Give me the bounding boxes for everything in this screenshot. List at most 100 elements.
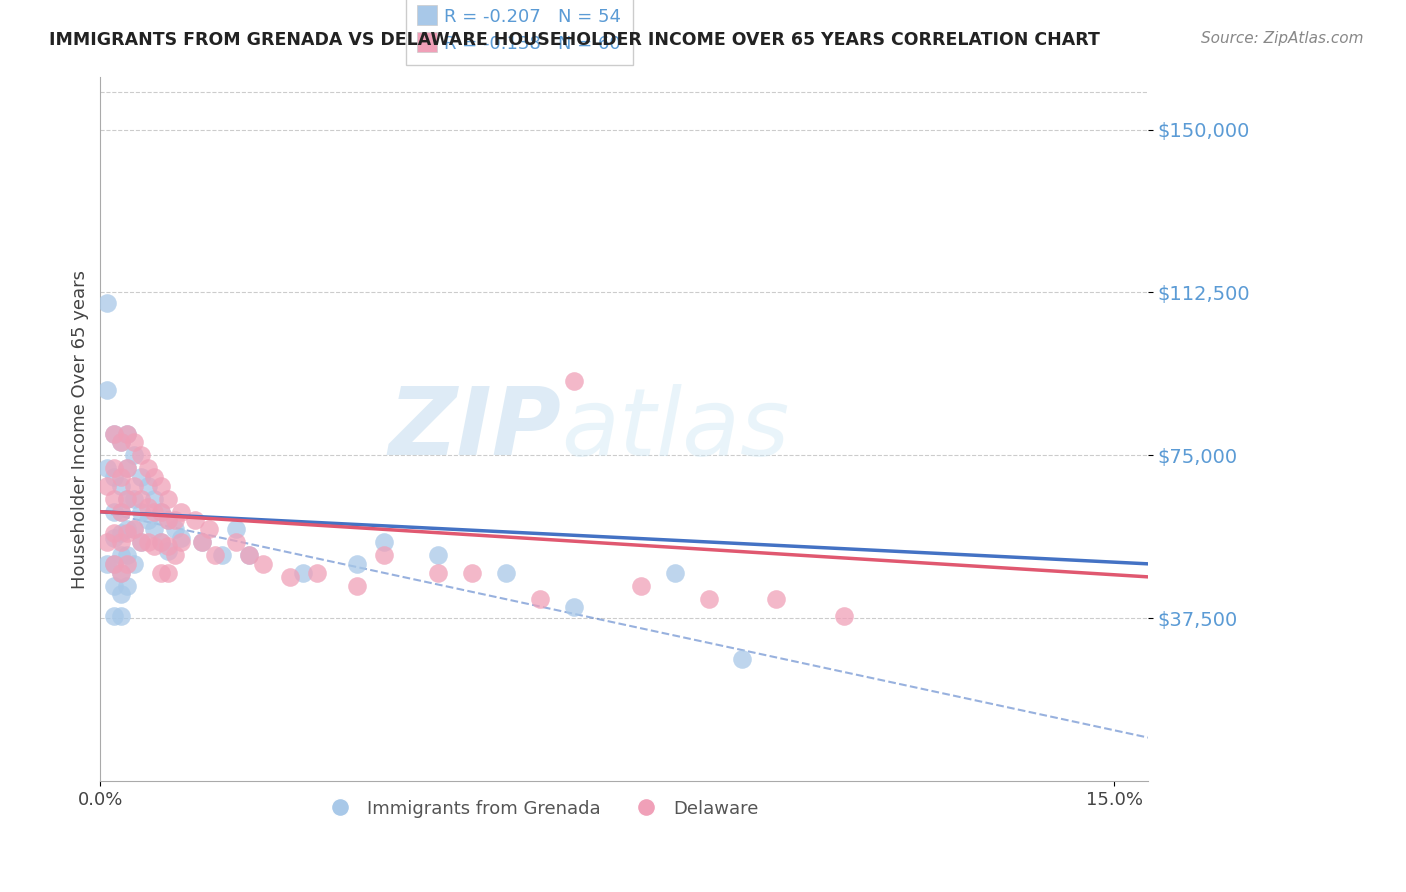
Point <box>150 535 173 549</box>
Point <box>110 587 132 601</box>
Point <box>110 526 132 541</box>
Point <box>96 461 118 475</box>
Point <box>96 535 118 549</box>
Point <box>110 548 132 562</box>
Point <box>122 491 145 506</box>
Point <box>136 478 159 492</box>
Point <box>150 505 173 519</box>
Point <box>225 522 247 536</box>
Point <box>103 557 125 571</box>
Point <box>117 578 139 592</box>
Point <box>117 491 139 506</box>
Point <box>129 470 152 484</box>
Point <box>346 557 368 571</box>
Point <box>211 548 233 562</box>
Point <box>305 566 328 580</box>
Point <box>122 522 145 536</box>
Point <box>110 478 132 492</box>
Point <box>122 522 145 536</box>
Point <box>103 491 125 506</box>
Point <box>122 478 145 492</box>
Y-axis label: Householder Income Over 65 years: Householder Income Over 65 years <box>72 269 89 589</box>
Point <box>143 522 166 536</box>
Point <box>495 566 517 580</box>
Point <box>103 557 125 571</box>
Point <box>427 566 450 580</box>
Legend: Immigrants from Grenada, Delaware: Immigrants from Grenada, Delaware <box>315 792 766 825</box>
Point <box>630 578 652 592</box>
Point <box>832 609 855 624</box>
Point <box>110 435 132 450</box>
Point <box>103 426 125 441</box>
Point <box>156 513 179 527</box>
Point <box>562 600 585 615</box>
Point <box>122 448 145 462</box>
Point <box>184 513 207 527</box>
Point <box>156 540 179 554</box>
Point <box>117 526 139 541</box>
Point <box>238 548 260 562</box>
Point <box>103 461 125 475</box>
Point <box>117 557 139 571</box>
Point <box>122 557 145 571</box>
Point <box>110 505 132 519</box>
Point <box>143 540 166 554</box>
Point <box>117 548 139 562</box>
Point <box>150 566 173 580</box>
Point <box>103 531 125 545</box>
Text: IMMIGRANTS FROM GRENADA VS DELAWARE HOUSEHOLDER INCOME OVER 65 YEARS CORRELATION: IMMIGRANTS FROM GRENADA VS DELAWARE HOUS… <box>49 31 1099 49</box>
Point <box>96 296 118 310</box>
Point <box>190 535 212 549</box>
Point <box>143 505 166 519</box>
Point <box>225 535 247 549</box>
Point <box>163 548 186 562</box>
Point <box>252 557 274 571</box>
Point <box>110 566 132 580</box>
Point <box>156 544 179 558</box>
Point <box>129 505 152 519</box>
Point <box>664 566 686 580</box>
Point <box>156 491 179 506</box>
Point <box>110 566 132 580</box>
Point <box>129 535 152 549</box>
Point <box>96 478 118 492</box>
Point <box>96 557 118 571</box>
Point <box>373 535 395 549</box>
Point <box>117 426 139 441</box>
Text: Source: ZipAtlas.com: Source: ZipAtlas.com <box>1201 31 1364 46</box>
Point <box>163 513 186 527</box>
Point <box>136 461 159 475</box>
Point <box>156 513 179 527</box>
Point <box>190 535 212 549</box>
Point <box>110 470 132 484</box>
Point <box>136 535 159 549</box>
Point <box>96 383 118 397</box>
Point <box>170 531 193 545</box>
Point <box>110 535 132 549</box>
Point <box>110 609 132 624</box>
Point <box>170 505 193 519</box>
Point <box>278 570 301 584</box>
Point <box>697 591 720 606</box>
Point <box>110 435 132 450</box>
Point <box>150 535 173 549</box>
Point <box>117 522 139 536</box>
Point <box>150 478 173 492</box>
Point <box>461 566 484 580</box>
Point <box>129 535 152 549</box>
Point <box>103 526 125 541</box>
Point <box>765 591 787 606</box>
Point <box>129 448 152 462</box>
Point <box>170 535 193 549</box>
Point <box>731 652 754 666</box>
Point <box>110 505 132 519</box>
Point <box>562 375 585 389</box>
Point <box>103 609 125 624</box>
Point <box>238 548 260 562</box>
Point <box>103 426 125 441</box>
Point <box>204 548 226 562</box>
Point <box>117 461 139 475</box>
Point <box>136 500 159 515</box>
Point <box>373 548 395 562</box>
Point <box>427 548 450 562</box>
